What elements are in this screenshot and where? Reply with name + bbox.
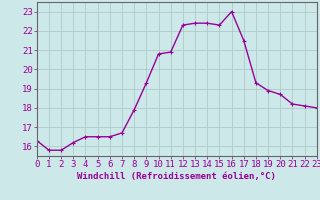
X-axis label: Windchill (Refroidissement éolien,°C): Windchill (Refroidissement éolien,°C) xyxy=(77,172,276,181)
